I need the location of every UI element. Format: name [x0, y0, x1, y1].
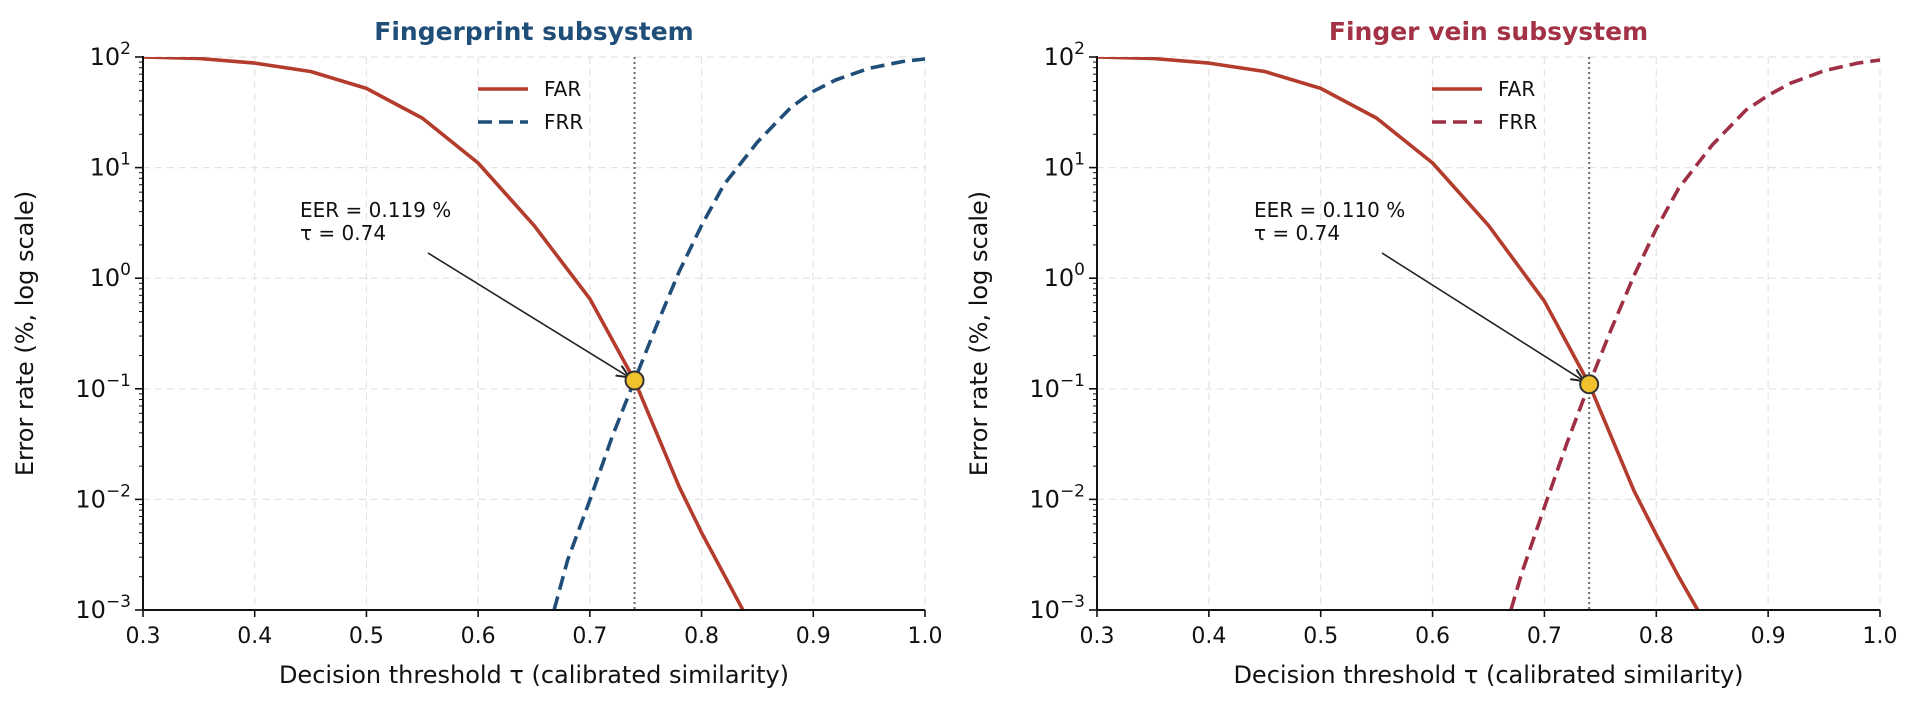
y-axis-label: Error rate (%, log scale)	[965, 191, 993, 476]
legend-far-label: FAR	[1498, 77, 1535, 101]
y-tick-label: 10−1	[75, 371, 131, 403]
x-tick-label: 0.8	[1639, 624, 1674, 649]
y-tick-label: 102	[90, 39, 131, 71]
chart-panel-1: 0.3 0.4 0.5 0.6 0.7 0.8 0.9 1.0 102 101 100 10−1 10−…	[11, 17, 943, 689]
eer-annotation-line2: τ = 0.74	[1254, 221, 1340, 245]
eer-annotation-line1: EER = 0.110 %	[1254, 198, 1405, 222]
eer-arrow	[1381, 252, 1584, 381]
x-tick-label: 0.4	[1191, 624, 1226, 649]
x-tick-label: 0.5	[349, 624, 384, 649]
chart-title: Finger vein subsystem	[1329, 17, 1648, 46]
x-tick-label: 0.8	[684, 624, 719, 649]
legend-frr-label: FRR	[1498, 110, 1537, 134]
chart-title: Fingerprint subsystem	[374, 17, 693, 46]
x-tick-label: 1.0	[1863, 624, 1898, 649]
x-tick-label: 0.9	[1751, 624, 1786, 649]
eer-point	[624, 370, 645, 391]
y-axis-label: Error rate (%, log scale)	[11, 191, 39, 476]
y-tick-label: 102	[1044, 39, 1085, 71]
eer-point	[1579, 374, 1600, 395]
x-tick-label: 0.4	[237, 624, 272, 649]
y-tick-label: 10−1	[1029, 371, 1085, 403]
series-far-line	[143, 57, 745, 610]
y-tick-label: 101	[90, 150, 131, 182]
x-tick-label: 0.3	[1080, 624, 1115, 649]
legend-far-label: FAR	[544, 77, 581, 101]
y-tick-label: 100	[1044, 260, 1085, 292]
legend-frr-label: FRR	[544, 110, 583, 134]
x-tick-label: 0.6	[461, 624, 496, 649]
x-tick-label: 0.5	[1303, 624, 1338, 649]
y-tick-label: 100	[90, 260, 131, 292]
series-frr-line	[1509, 58, 1880, 610]
x-tick-label: 0.9	[796, 624, 831, 649]
x-tick-label: 0.7	[572, 624, 607, 649]
series-far-line	[1097, 57, 1700, 610]
y-tick-label: 101	[1044, 150, 1085, 182]
x-tick-label: 0.7	[1527, 624, 1562, 649]
x-tick-label: 0.3	[126, 624, 161, 649]
x-tick-label: 1.0	[908, 624, 943, 649]
x-tick-label: 0.6	[1415, 624, 1450, 649]
y-tick-label: 10−3	[1029, 592, 1085, 624]
eer-annotation-line2: τ = 0.74	[300, 221, 386, 245]
y-tick-label: 10−3	[75, 592, 131, 624]
x-axis-label: Decision threshold τ (calibrated similar…	[279, 661, 789, 689]
y-tick-label: 10−2	[1029, 481, 1085, 513]
series-frr-line	[552, 57, 925, 610]
eer-arrow	[427, 252, 630, 377]
eer-annotation-line1: EER = 0.119 %	[300, 198, 451, 222]
chart-panel-2: 0.3 0.4 0.5 0.6 0.7 0.8 0.9 1.0 102 101 100 10−1 10−…	[965, 17, 1898, 689]
y-tick-label: 10−2	[75, 481, 131, 513]
x-axis-label: Decision threshold τ (calibrated similar…	[1233, 661, 1743, 689]
